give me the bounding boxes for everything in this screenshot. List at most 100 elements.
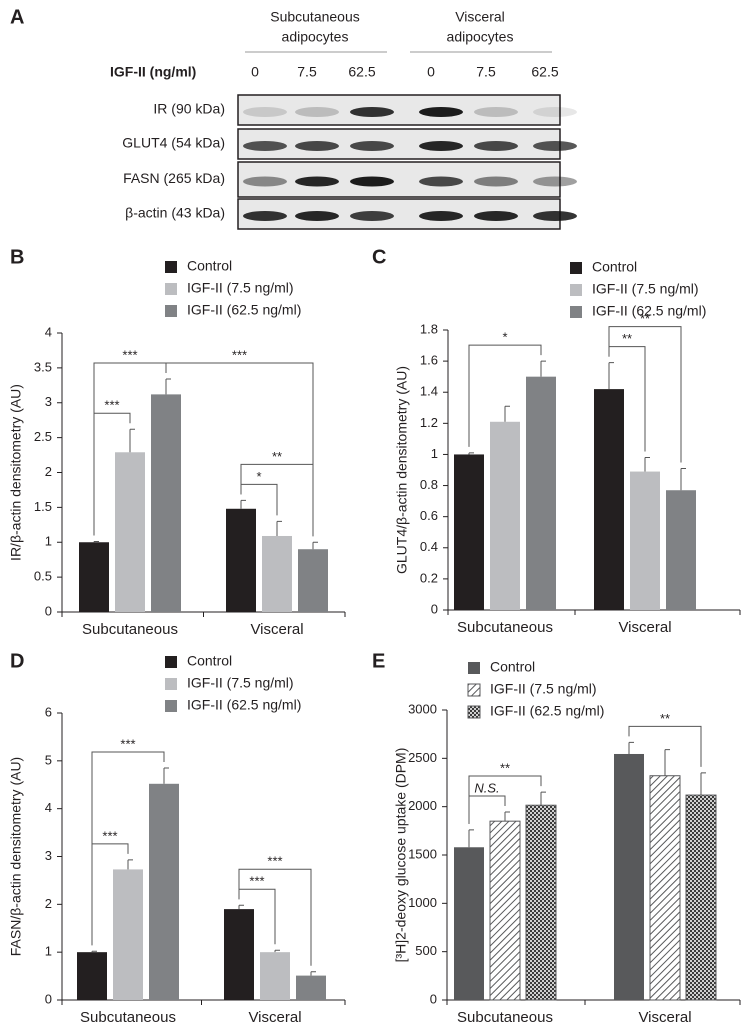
y-tick-label: 0 [45, 603, 52, 618]
dose: 0 [427, 64, 435, 80]
bar [298, 549, 328, 612]
legend-swatch [467, 683, 481, 697]
significance-label: * [256, 469, 261, 484]
significance-label: *** [102, 828, 117, 843]
significance-label: *** [267, 854, 282, 869]
error-bar [165, 378, 171, 395]
blot-band [350, 176, 394, 187]
y-tick-label: 0.4 [420, 539, 438, 554]
legend-swatch [468, 662, 480, 674]
dose: 7.5 [476, 64, 496, 80]
dose: 62.5 [348, 64, 375, 80]
significance-label: N.S. [474, 780, 499, 795]
blot-row-label: β-actin (43 kDa) [125, 205, 225, 221]
y-tick-label: 3 [45, 394, 52, 409]
bar [77, 952, 107, 1000]
bar [151, 394, 181, 612]
y-axis-label: FASN/β-actin densitometry (AU) [8, 757, 24, 956]
x-tick-label: Subcutaneous [82, 621, 178, 638]
error-bar [664, 749, 670, 776]
y-tick-label: 1000 [408, 895, 437, 910]
blot-band [243, 211, 287, 221]
y-tick-label: 0 [430, 991, 437, 1006]
bar [525, 804, 557, 1001]
legend-label: IGF-II (62.5 ng/ml) [187, 697, 301, 713]
blot-band [350, 141, 394, 151]
legend-label: IGF-II (7.5 ng/ml) [592, 281, 699, 297]
blot-row-label: FASN (265 kDa) [123, 170, 225, 186]
panel-letter: C [372, 246, 386, 268]
bar [649, 775, 681, 1001]
error-bar [680, 467, 686, 491]
y-tick-label: 500 [415, 943, 437, 958]
x-tick-label: Subcutaneous [80, 1009, 176, 1026]
panel-letter: E [372, 650, 385, 672]
legend-swatch [165, 700, 177, 712]
error-bar [93, 541, 99, 543]
bar [490, 421, 520, 610]
group-label: Visceral [455, 9, 505, 25]
bar [115, 452, 145, 612]
legend-label: Control [187, 653, 232, 669]
significance-bracket [165, 362, 314, 537]
significance-label: ** [500, 760, 510, 775]
y-tick-label: 0.5 [34, 569, 52, 584]
blot-band [533, 107, 577, 117]
significance-label: ** [660, 711, 670, 726]
blot-band [474, 141, 518, 151]
error-bar [238, 904, 244, 910]
legend-label: Control [592, 259, 637, 275]
y-axis-label: GLUT4/β-actin densitometry (AU) [394, 366, 410, 574]
error-bar [310, 971, 316, 976]
significance-bracket [468, 795, 506, 824]
bar [296, 975, 326, 1000]
legend-label: IGF-II (7.5 ng/ml) [490, 681, 597, 697]
legend-label: IGF-II (62.5 ng/ml) [490, 703, 604, 719]
panel-letter: D [10, 650, 24, 672]
error-bar [504, 811, 510, 822]
panel-letter: B [10, 246, 24, 268]
y-tick-label: 2 [45, 464, 52, 479]
legend-swatch [570, 284, 582, 296]
bar [489, 820, 521, 1001]
legend-swatch [570, 262, 582, 274]
blot-band [533, 176, 577, 187]
bar [79, 542, 109, 612]
significance-bracket [468, 344, 542, 447]
bar [149, 783, 179, 1000]
blot-band [295, 176, 339, 187]
y-tick-label: 1.4 [420, 384, 438, 399]
x-tick-label: Visceral [618, 619, 671, 636]
error-bar [240, 499, 246, 509]
legend-label: Control [187, 258, 232, 274]
bar [113, 869, 143, 1000]
significance-bracket [238, 868, 312, 966]
bar [454, 847, 484, 1000]
bar [226, 508, 256, 612]
panel-letter: A [10, 6, 24, 28]
error-bar [608, 362, 614, 390]
group-label: adipocytes [282, 29, 349, 45]
y-tick-label: 0.8 [420, 477, 438, 492]
bar [685, 794, 717, 1001]
blot-band [474, 211, 518, 221]
y-tick-label: 0 [45, 991, 52, 1006]
blot-frame [237, 94, 561, 126]
y-tick-label: 1 [45, 944, 52, 959]
blot-band [419, 211, 463, 221]
error-bar [91, 950, 97, 953]
bar [224, 909, 254, 1000]
blot-band [419, 141, 463, 151]
blot-band [474, 176, 518, 187]
y-tick-label: 2500 [408, 750, 437, 765]
y-tick-label: 1 [431, 446, 438, 461]
blot-band [419, 176, 463, 187]
significance-label: *** [122, 347, 137, 362]
group-label: adipocytes [447, 29, 514, 45]
legend-label: IGF-II (62.5 ng/ml) [592, 303, 706, 319]
blot-band [350, 107, 394, 117]
y-axis-label: [³H]2-deoxy glucose uptake (DPM) [393, 748, 409, 963]
legend-label: IGF-II (62.5 ng/ml) [187, 302, 301, 318]
legend-swatch [570, 306, 582, 318]
legend-swatch [165, 261, 177, 273]
